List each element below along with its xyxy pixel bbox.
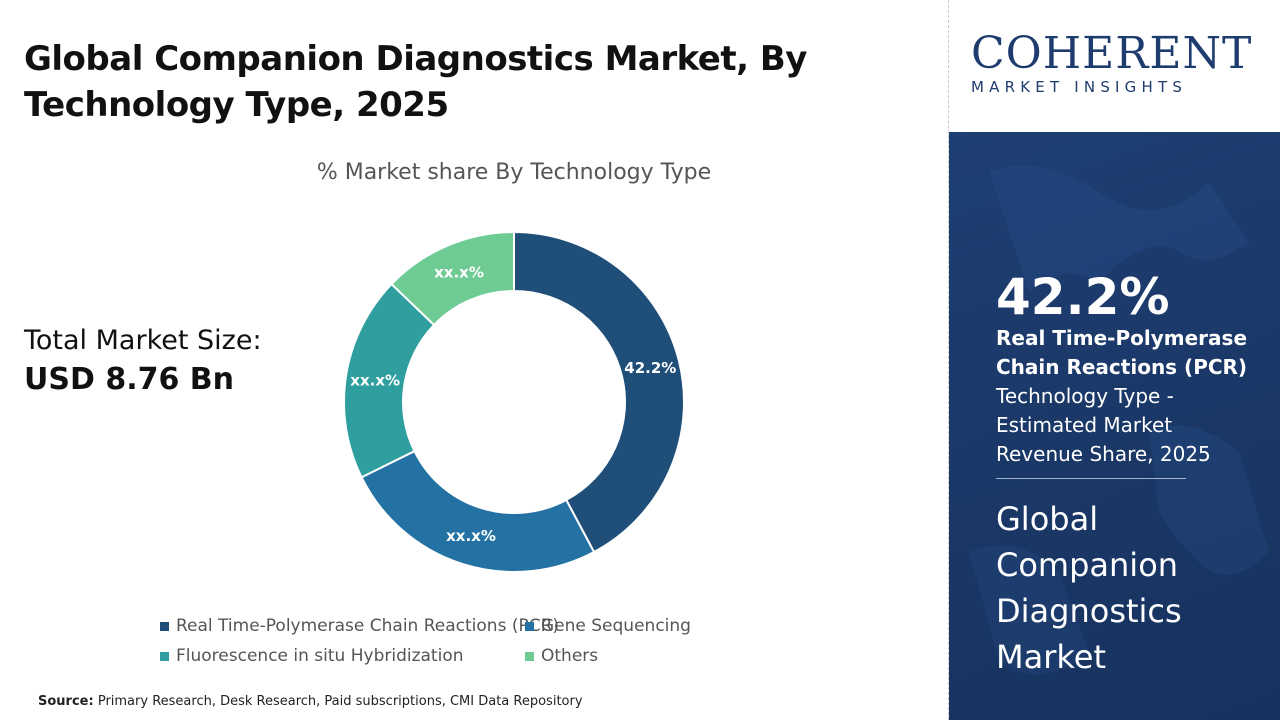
page-title: Global Companion Diagnostics Market, By … xyxy=(24,36,904,128)
highlight-segment: Real Time-Polymerase Chain Reactions (PC… xyxy=(996,324,1266,382)
legend-label-pcr: Real Time-Polymerase Chain Reactions (PC… xyxy=(176,616,560,636)
panel-divider xyxy=(948,0,950,720)
highlight-divider xyxy=(996,478,1186,479)
highlight-description: Technology Type - Estimated Market Reven… xyxy=(996,382,1266,469)
highlight-description-line2: Estimated Market xyxy=(996,413,1173,437)
legend-item-gene-sequencing: Gene Sequencing xyxy=(525,616,691,636)
legend-swatch-others xyxy=(525,651,534,661)
market-name-line2: Companion xyxy=(996,546,1179,584)
legend-item-fish: Fluorescence in situ Hybridization xyxy=(160,646,464,666)
legend-label-gene-sequencing: Gene Sequencing xyxy=(541,616,691,636)
legend-item-others: Others xyxy=(525,646,598,666)
info-panel: COHERENT MARKET INSIGHTS 42.2% Real Time… xyxy=(949,0,1280,720)
market-name-line1: Global xyxy=(996,500,1099,538)
highlight-segment-line1: Real Time-Polymerase xyxy=(996,326,1248,350)
legend-swatch-pcr xyxy=(160,621,169,631)
donut-label-others: xx.x% xyxy=(434,264,484,282)
page-title-line2: Technology Type, 2025 xyxy=(24,85,449,125)
market-name-line4: Market xyxy=(996,638,1106,676)
highlight-description-line1: Technology Type - xyxy=(996,384,1174,408)
donut-label-gene-sequencing: xx.x% xyxy=(446,527,496,545)
page-title-line1: Global Companion Diagnostics Market, By xyxy=(24,39,807,79)
legend-swatch-fish xyxy=(160,651,169,661)
world-map-decoration xyxy=(969,165,1269,675)
highlight-value: 42.2% xyxy=(996,268,1170,326)
logo-wordmark: COHERENT xyxy=(971,28,1253,79)
donut-chart: 42.2% xx.x% xx.x% xx.x% xyxy=(343,230,685,573)
market-size-label: Total Market Size: xyxy=(24,325,262,356)
legend-swatch-gene-sequencing xyxy=(525,621,534,631)
chart-title: % Market share By Technology Type xyxy=(316,160,712,185)
source-label: Source: xyxy=(38,694,94,709)
chart-panel: Global Companion Diagnostics Market, By … xyxy=(24,36,904,709)
logo-subtitle: MARKET INSIGHTS xyxy=(971,78,1188,96)
market-name: Global Companion Diagnostics Market xyxy=(996,496,1256,680)
legend-item-pcr: Real Time-Polymerase Chain Reactions (PC… xyxy=(160,616,559,636)
donut-label-fish: xx.x% xyxy=(350,371,400,389)
donut-slice-pcr xyxy=(513,230,685,554)
legend-label-fish: Fluorescence in situ Hybridization xyxy=(176,646,464,666)
highlight-segment-line2: Chain Reactions (PCR) xyxy=(996,355,1248,379)
highlight-description-line3: Revenue Share, 2025 xyxy=(996,442,1211,466)
highlight-box: 42.2% Real Time-Polymerase Chain Reactio… xyxy=(949,132,1280,720)
logo: COHERENT MARKET INSIGHTS xyxy=(949,0,1280,132)
donut-slice-gene-sequencing xyxy=(360,449,596,573)
market-name-line3: Diagnostics xyxy=(996,592,1182,630)
market-size-value: USD 8.76 Bn xyxy=(24,362,234,397)
source-note: Source: Primary Research, Desk Research,… xyxy=(38,694,583,709)
donut-slice-others xyxy=(390,230,515,327)
legend-label-others: Others xyxy=(541,646,599,666)
donut-label-pcr: 42.2% xyxy=(624,359,676,377)
source-text: Primary Research, Desk Research, Paid su… xyxy=(97,694,583,709)
